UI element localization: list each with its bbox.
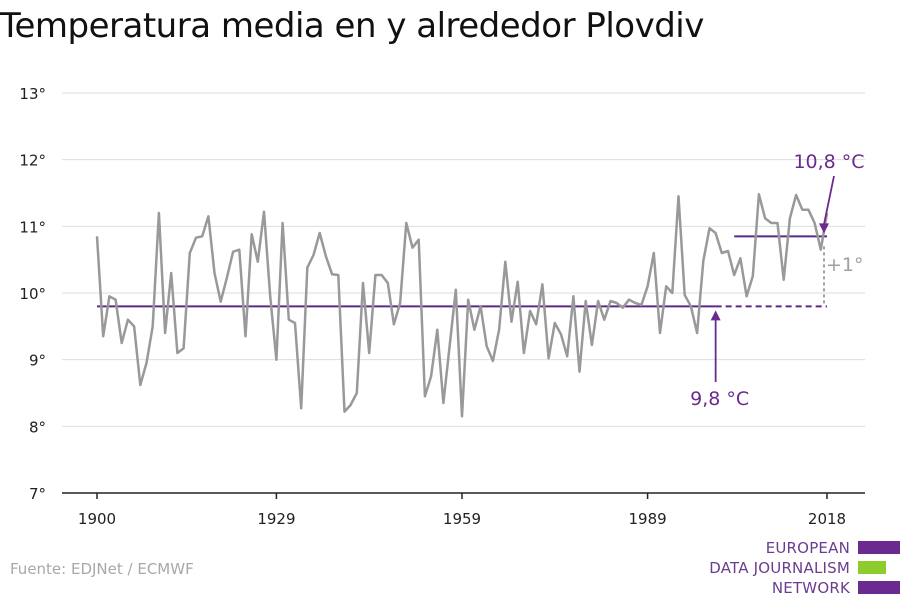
annotation-difference: +1° (826, 254, 864, 276)
y-tick-label: 9° (29, 352, 46, 370)
logo-bar-green (858, 561, 886, 574)
x-tick-label: 1959 (443, 510, 481, 528)
logo-bar-purple-bottom (858, 581, 900, 594)
annotation-baseline-value: 9,8 °C (690, 388, 749, 410)
chart-title: Temperatura media en y alrededor Plovdiv (0, 6, 704, 46)
annotation-arrowhead-low (710, 310, 721, 321)
y-tick-label: 7° (29, 485, 46, 503)
annotation-recent-value: 10,8 °C (793, 151, 864, 173)
x-tick-label: 1929 (257, 510, 295, 528)
edjnet-logo-text: EUROPEAN DATA JOURNALISM NETWORK (709, 538, 850, 598)
logo-line-1: EUROPEAN (765, 539, 850, 557)
logo-line-3: NETWORK (771, 579, 850, 597)
y-tick-label: 12° (19, 152, 46, 170)
source-note: Fuente: EDJNet / ECMWF (10, 560, 194, 578)
y-tick-label: 8° (29, 418, 46, 436)
edjnet-logo: EUROPEAN DATA JOURNALISM NETWORK (700, 538, 900, 598)
y-tick-label: 10° (19, 285, 46, 303)
x-tick-label: 1989 (628, 510, 666, 528)
x-tick-label: 2018 (808, 510, 846, 528)
logo-bar-purple-top (858, 541, 900, 554)
y-tick-label: 13° (19, 85, 46, 103)
annotation-arrowhead-high (819, 223, 829, 234)
y-tick-label: 11° (19, 218, 46, 236)
logo-line-2: DATA JOURNALISM (709, 559, 850, 577)
temperature-series-line (95, 193, 829, 418)
x-tick-label: 1900 (78, 510, 116, 528)
annotation-arrow-shaft-high (823, 175, 835, 225)
